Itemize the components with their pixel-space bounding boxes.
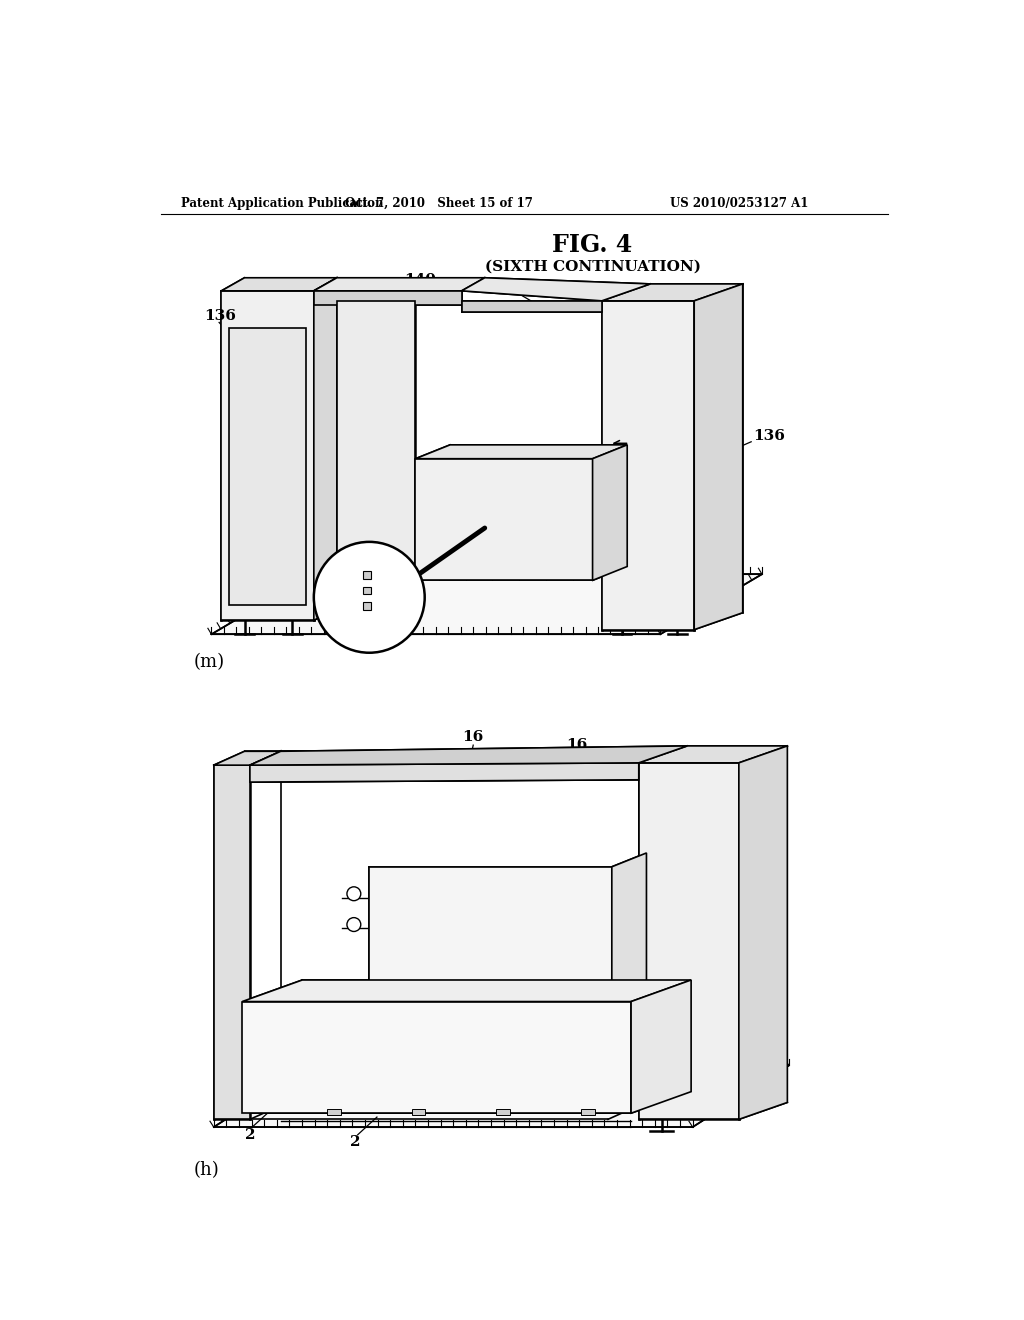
- Bar: [412, 1109, 425, 1114]
- Polygon shape: [250, 751, 639, 766]
- Polygon shape: [211, 574, 762, 635]
- Polygon shape: [313, 277, 337, 620]
- Polygon shape: [602, 301, 694, 630]
- Text: 16: 16: [566, 738, 588, 752]
- Polygon shape: [229, 327, 306, 605]
- Bar: [364, 572, 371, 579]
- Text: Oct. 7, 2010   Sheet 15 of 17: Oct. 7, 2010 Sheet 15 of 17: [345, 197, 532, 210]
- Polygon shape: [214, 766, 250, 1119]
- Bar: [327, 1109, 341, 1114]
- Circle shape: [313, 543, 425, 653]
- Text: (m): (m): [194, 652, 225, 671]
- Polygon shape: [313, 290, 462, 305]
- Bar: [364, 602, 371, 610]
- Polygon shape: [221, 290, 313, 620]
- Polygon shape: [214, 751, 281, 766]
- Polygon shape: [462, 277, 650, 301]
- Polygon shape: [694, 284, 742, 630]
- Polygon shape: [214, 1065, 788, 1127]
- Text: US 2010/0253127 A1: US 2010/0253127 A1: [670, 197, 808, 210]
- Polygon shape: [416, 459, 593, 581]
- Bar: [364, 586, 371, 594]
- Polygon shape: [631, 979, 691, 1113]
- Text: 136: 136: [753, 429, 784, 442]
- Polygon shape: [243, 1002, 631, 1113]
- Polygon shape: [602, 284, 742, 301]
- Polygon shape: [739, 746, 787, 1119]
- Polygon shape: [313, 277, 484, 290]
- Text: (SIXTH CONTINUATION): (SIXTH CONTINUATION): [484, 259, 700, 273]
- Text: FIG. 4: FIG. 4: [552, 232, 633, 256]
- Polygon shape: [250, 746, 687, 766]
- Polygon shape: [593, 445, 628, 581]
- Polygon shape: [370, 867, 611, 1010]
- Circle shape: [347, 917, 360, 932]
- Polygon shape: [611, 853, 646, 1010]
- Polygon shape: [639, 763, 739, 1119]
- Text: 140: 140: [403, 273, 436, 286]
- Polygon shape: [337, 301, 416, 582]
- Polygon shape: [243, 979, 691, 1002]
- Polygon shape: [250, 763, 639, 781]
- Text: 2: 2: [245, 1127, 255, 1142]
- Text: 2: 2: [350, 1135, 360, 1150]
- Polygon shape: [639, 746, 787, 763]
- Polygon shape: [462, 301, 602, 313]
- Polygon shape: [221, 277, 337, 290]
- Bar: [581, 1109, 595, 1114]
- Text: 140: 140: [520, 282, 552, 296]
- Text: (h): (h): [194, 1160, 219, 1179]
- Polygon shape: [416, 445, 628, 459]
- Text: 16: 16: [463, 730, 483, 744]
- Text: Patent Application Publication: Patent Application Publication: [180, 197, 383, 210]
- Circle shape: [347, 887, 360, 900]
- Text: 136: 136: [204, 309, 236, 323]
- Bar: [497, 1109, 510, 1114]
